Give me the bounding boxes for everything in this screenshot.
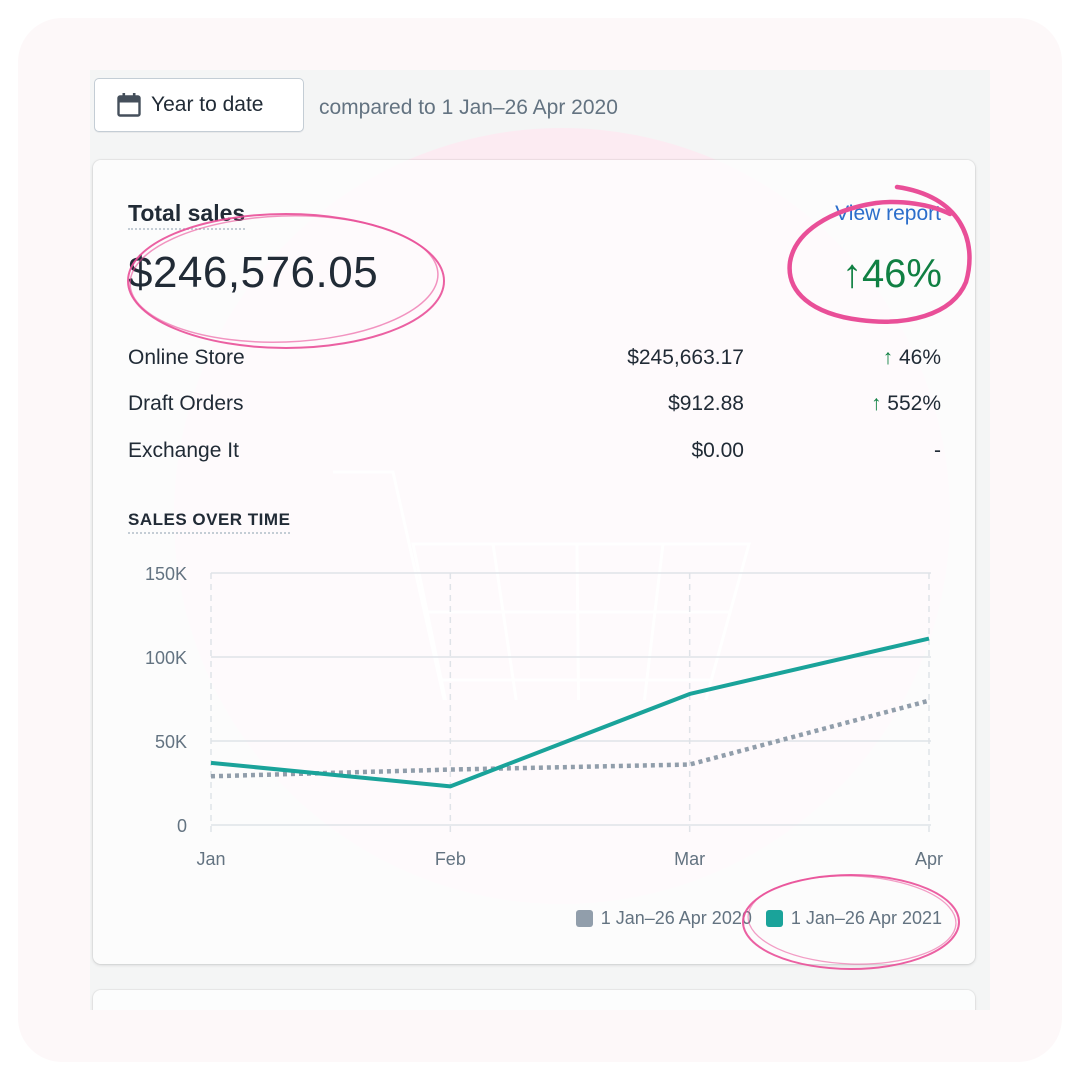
breakdown-row-draft-orders: Draft Orders $912.88 ↑ 552% bbox=[128, 392, 941, 422]
date-range-label: Year to date bbox=[151, 93, 264, 116]
breakdown-row-exchange-it: Exchange It $0.00 - bbox=[128, 439, 941, 469]
channel-name: Draft Orders bbox=[128, 392, 244, 415]
channel-change: ↑ 552% bbox=[871, 392, 941, 416]
sales-over-time-chart: 0 50K 100K 150K Jan Feb Mar Apr bbox=[145, 564, 943, 869]
total-sales-card: Total sales View report $246,576.05 ↑46%… bbox=[93, 160, 975, 964]
x-tick-label: Feb bbox=[435, 849, 466, 869]
legend-label-previous: 1 Jan–26 Apr 2020 bbox=[600, 908, 752, 928]
shopping-cart-icon bbox=[333, 470, 751, 700]
chart-legend: 1 Jan–26 Apr 2020 1 Jan–26 Apr 2021 bbox=[575, 908, 942, 929]
channel-amount: $0.00 bbox=[691, 439, 744, 462]
channel-amount: $912.88 bbox=[668, 392, 744, 415]
comparison-period-text: compared to 1 Jan–26 Apr 2020 bbox=[319, 96, 618, 119]
x-tick-label: Apr bbox=[915, 849, 943, 869]
legend-label-current: 1 Jan–26 Apr 2021 bbox=[790, 908, 942, 928]
analytics-screen: Year to date compared to 1 Jan–26 Apr 20… bbox=[90, 70, 990, 1010]
calendar-icon bbox=[117, 93, 141, 117]
date-range-button[interactable]: Year to date bbox=[94, 78, 304, 132]
channel-amount: $245,663.17 bbox=[627, 346, 744, 369]
legend-item-current: 1 Jan–26 Apr 2021 bbox=[765, 908, 942, 929]
channel-change: ↑ 46% bbox=[883, 346, 941, 370]
x-tick-label: Mar bbox=[674, 849, 705, 869]
up-arrow-icon: ↑ bbox=[870, 392, 882, 415]
y-tick-label: 150K bbox=[145, 564, 187, 584]
channel-change-value: 46% bbox=[898, 346, 941, 369]
y-tick-label: 0 bbox=[177, 816, 187, 836]
channel-change: - bbox=[934, 439, 941, 463]
channel-name: Exchange It bbox=[128, 439, 239, 462]
series-line-2021 bbox=[210, 636, 930, 789]
channel-name: Online Store bbox=[128, 346, 245, 369]
x-tick-label: Jan bbox=[196, 849, 225, 869]
y-tick-label: 50K bbox=[155, 732, 187, 752]
legend-swatch-previous bbox=[575, 910, 593, 927]
legend-swatch-current bbox=[765, 910, 783, 927]
next-card bbox=[93, 990, 975, 1010]
channel-change-value: - bbox=[934, 439, 941, 462]
y-tick-label: 100K bbox=[145, 648, 187, 668]
up-arrow-icon: ↑ bbox=[882, 346, 894, 369]
breakdown-row-online-store: Online Store $245,663.17 ↑ 46% bbox=[128, 346, 941, 376]
series-line-2020 bbox=[210, 698, 930, 779]
legend-item-previous: 1 Jan–26 Apr 2020 bbox=[575, 908, 752, 929]
channel-change-value: 552% bbox=[887, 392, 941, 415]
sales-over-time-title[interactable]: SALES OVER TIME bbox=[128, 510, 291, 534]
